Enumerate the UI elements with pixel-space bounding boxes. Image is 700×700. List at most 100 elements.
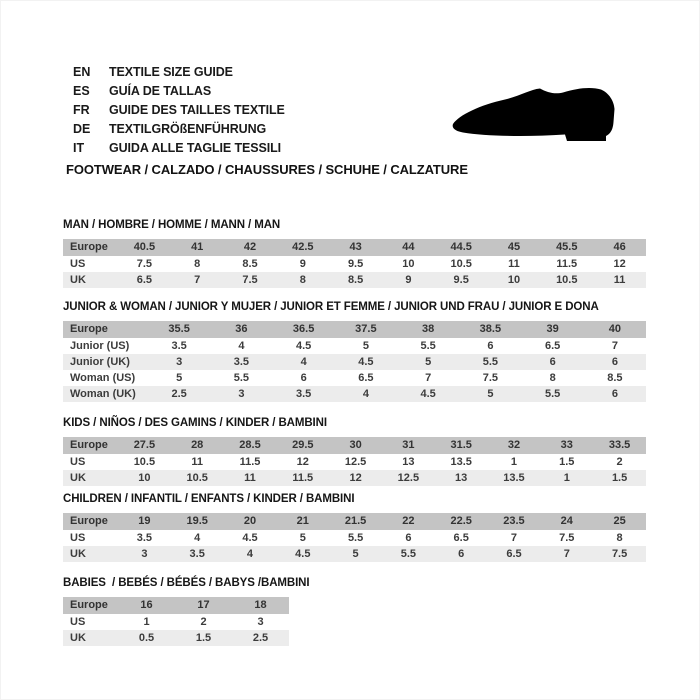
size-cell: 1 xyxy=(143,616,150,628)
size-cell: 5 xyxy=(459,386,522,402)
size-cell: 3.5 xyxy=(170,546,224,562)
size-cell: 10.5 xyxy=(540,272,594,288)
size-cell: 40 xyxy=(583,321,646,338)
size-cell: 6.5 xyxy=(453,532,469,544)
size-cell: 18 xyxy=(232,597,289,614)
size-cell: 10.5 xyxy=(133,456,156,468)
size-cell: 5.5 xyxy=(233,372,250,384)
size-cell: 4.5 xyxy=(397,386,460,402)
size-cell: 46 xyxy=(593,239,646,256)
size-section-junior-woman: JUNIOR & WOMAN / JUNIOR Y MUJER / JUNIOR… xyxy=(63,301,646,402)
size-cell: 12.5 xyxy=(344,456,367,468)
size-cell: 6.5 xyxy=(544,340,561,352)
size-cell: 12.5 xyxy=(381,470,435,486)
row-label: Woman (US) xyxy=(70,372,136,384)
size-cell: 43 xyxy=(329,239,382,256)
language-label: GUÍA DE TALLAS xyxy=(109,84,212,98)
table-row: UK 0.5 1.5 2.5 xyxy=(63,630,289,646)
size-cell: 5.5 xyxy=(521,386,584,402)
size-section-man: MAN / HOMBRE / HOMME / MANN / MAN Europe 4… xyxy=(63,219,646,288)
size-cell: 21.5 xyxy=(329,513,382,530)
size-cell: 6.5 xyxy=(487,546,541,562)
size-cell: 41 xyxy=(170,239,224,256)
row-label: Europe xyxy=(63,437,118,454)
section-title-babies: BABIES / BEBÉS / BÉBÉS / BABYS /BAMBINI xyxy=(63,577,310,589)
language-label: GUIDE DES TAILLES TEXTILE xyxy=(109,103,285,117)
size-cell: 8.5 xyxy=(329,272,382,288)
size-cell: 4 xyxy=(223,546,277,562)
size-cell: 10 xyxy=(487,272,541,288)
size-cell: 9.5 xyxy=(434,272,488,288)
row-label: US xyxy=(70,456,86,468)
size-cell: 19 xyxy=(118,513,171,530)
table-row: UK 10 10.5 11 11.5 12 12.5 13 13.5 1 1.5 xyxy=(63,470,646,486)
size-cell: 40.5 xyxy=(118,239,171,256)
size-cell: 35.5 xyxy=(148,321,211,338)
size-cell: 2 xyxy=(200,616,207,628)
size-cell: 12 xyxy=(613,258,626,270)
size-cell: 12 xyxy=(296,456,309,468)
language-label: TEXTILE SIZE GUIDE xyxy=(109,65,233,79)
size-cell: 1 xyxy=(540,470,594,486)
size-cell: 45 xyxy=(487,239,541,256)
size-cell: 19.5 xyxy=(170,513,224,530)
size-cell: 29.5 xyxy=(276,437,330,454)
row-label: Europe xyxy=(63,513,118,530)
size-cell: 10 xyxy=(402,258,415,270)
table-row: Junior (US) 3.5 4 4.5 5 5.5 6 6.5 7 xyxy=(63,338,646,354)
size-cell: 10.5 xyxy=(450,258,472,270)
size-cell: 27.5 xyxy=(118,437,171,454)
size-cell: 8 xyxy=(549,372,556,384)
row-label: Woman (UK) xyxy=(63,386,148,402)
size-cell: 7 xyxy=(510,532,518,544)
language-row-es: ES GUÍA DE TALLAS xyxy=(73,82,285,101)
size-cell: 5 xyxy=(397,354,460,370)
size-cell: 6 xyxy=(487,340,494,352)
size-cell: 31.5 xyxy=(434,437,488,454)
size-cell: 20 xyxy=(223,513,277,530)
size-cell: 13 xyxy=(402,456,415,468)
size-cell: 13 xyxy=(434,470,488,486)
size-cell: 28 xyxy=(170,437,224,454)
table-row: US 1 2 3 xyxy=(63,614,289,630)
size-table-babies: Europe 16 17 18 US 1 2 3 UK 0.5 1.5 2.5 xyxy=(63,597,289,646)
size-cell: 9 xyxy=(299,258,306,270)
size-cell: 7 xyxy=(540,546,594,562)
size-cell: 31 xyxy=(381,437,435,454)
size-cell: 9 xyxy=(381,272,435,288)
size-cell: 4.5 xyxy=(295,340,312,352)
size-cell: 13.5 xyxy=(487,470,541,486)
size-cell: 12 xyxy=(329,470,382,486)
size-cell: 6.5 xyxy=(358,372,374,384)
size-cell: 5.5 xyxy=(420,340,436,352)
size-cell: 17 xyxy=(175,597,232,614)
size-cell: 44.5 xyxy=(434,239,488,256)
row-label: US xyxy=(70,258,86,270)
size-cell: 45.5 xyxy=(540,239,594,256)
size-cell: 5.5 xyxy=(381,546,435,562)
size-cell: 3 xyxy=(210,386,273,402)
row-label: US xyxy=(70,616,86,628)
size-cell: 2 xyxy=(616,456,623,468)
size-cell: 21 xyxy=(276,513,330,530)
size-cell: 37.5 xyxy=(334,321,397,338)
language-code: EN xyxy=(73,65,91,79)
language-row-en: EN TEXTILE SIZE GUIDE xyxy=(73,63,285,82)
size-cell: 6 xyxy=(583,386,646,402)
table-header-row: Europe 27.5 28 28.5 29.5 30 31 31.5 32 33 33.5 xyxy=(63,437,646,454)
size-table-junior-woman: Europe 35.5 36 36.5 37.5 38 38.5 39 40 Junior (US… xyxy=(63,321,646,402)
size-cell: 5.5 xyxy=(459,354,522,370)
size-cell: 3 xyxy=(148,354,211,370)
size-cell: 7 xyxy=(611,340,618,352)
size-cell: 3 xyxy=(118,546,171,562)
size-cell: 13.5 xyxy=(450,456,472,468)
size-cell: 10.5 xyxy=(170,470,224,486)
table-row: UK 6.5 7 7.5 8 8.5 9 9.5 10 10.5 11 xyxy=(63,272,646,288)
row-label: UK xyxy=(63,630,118,646)
size-cell: 8 xyxy=(194,258,201,270)
size-cell: 7.5 xyxy=(223,272,277,288)
size-cell: 9.5 xyxy=(347,258,364,270)
table-row: US 7.5 8 8.5 9 9.5 10 10.5 11 11.5 12 xyxy=(63,256,646,272)
table-row: Woman (UK) 2.5 3 3.5 4 4.5 5 5.5 6 xyxy=(63,386,646,402)
size-cell: 3.5 xyxy=(272,386,335,402)
